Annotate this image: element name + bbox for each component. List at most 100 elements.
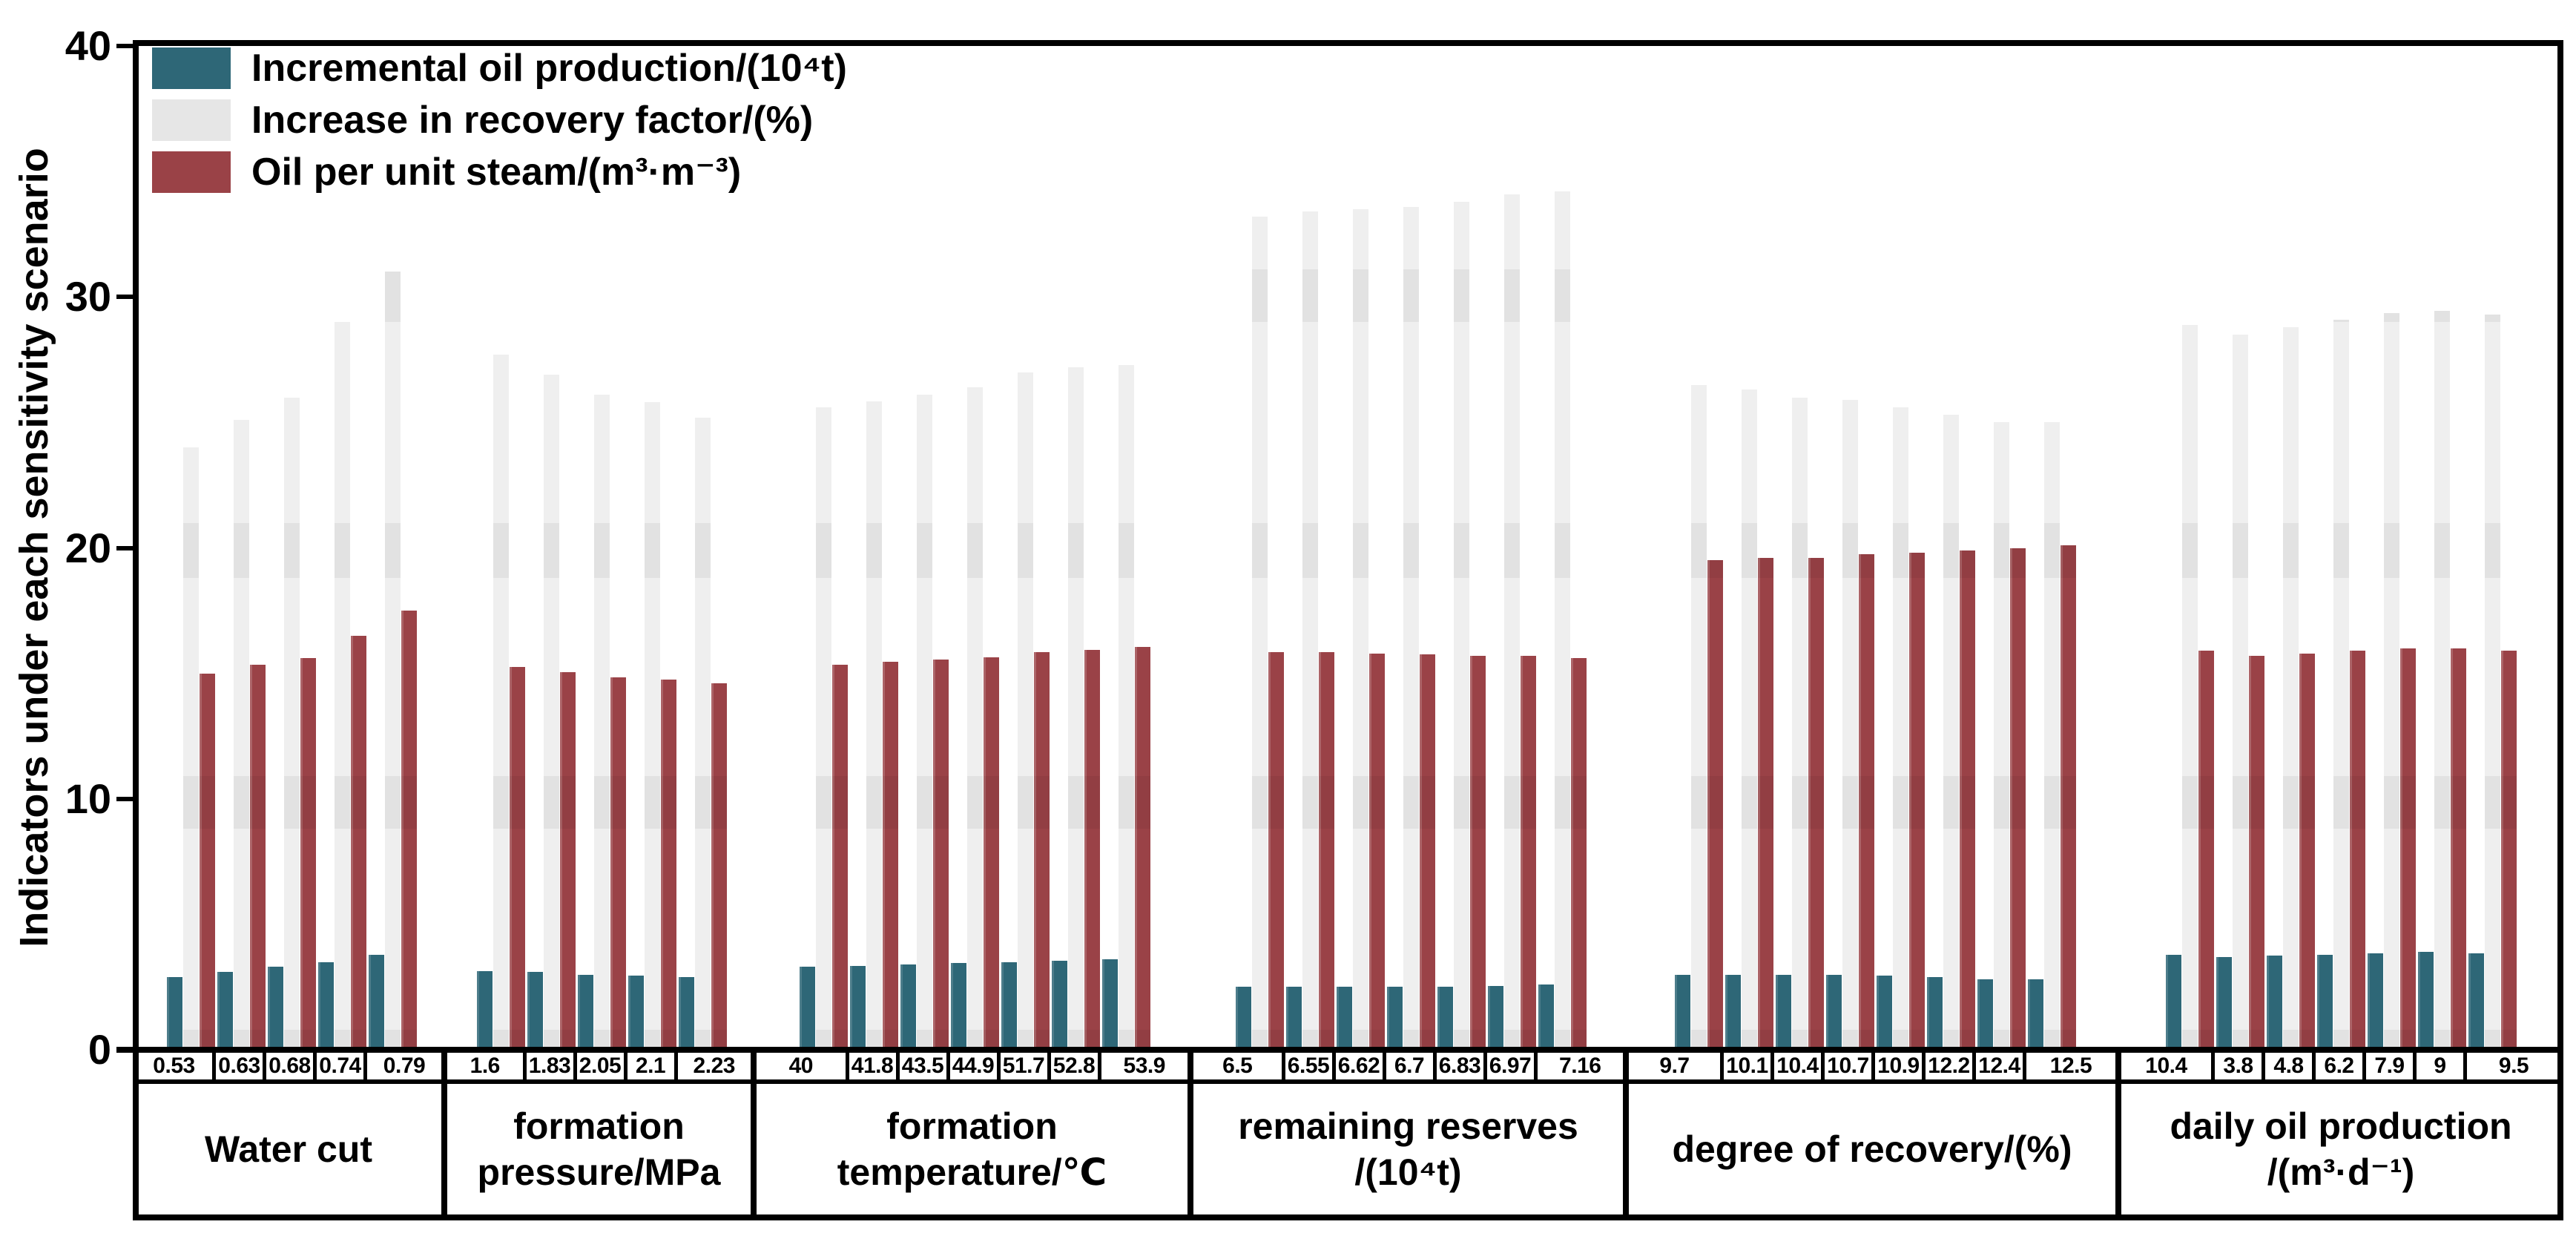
bar-oil-per-unit-steam <box>1084 649 1100 1050</box>
bar-oil-per-unit-steam <box>1521 655 1536 1050</box>
bar-oil-per-unit-steam <box>933 660 949 1050</box>
scenario-cluster <box>317 322 366 1050</box>
bar-incremental-oil-production <box>2316 954 2333 1050</box>
bar-oil-per-unit-steam <box>1420 654 1435 1050</box>
x-value-cell: 4.8 <box>2265 1053 2316 1079</box>
bar-incremental-oil-production <box>578 974 593 1050</box>
bar-oil-per-unit-steam <box>610 677 626 1050</box>
group-label-line: Water cut <box>205 1128 372 1170</box>
bar-incremental-oil-production <box>2266 956 2282 1050</box>
bar-incremental-oil-production <box>900 964 916 1050</box>
bar-increase-in-recovery-factor <box>645 402 660 1050</box>
bar-group-1 <box>447 355 757 1050</box>
bar-increase-in-recovery-factor <box>1943 415 1959 1050</box>
legend-item-recovery-factor: Increase in recovery factor/(%) <box>152 99 847 142</box>
bar-oil-per-unit-steam <box>832 664 848 1050</box>
bar-incremental-oil-production <box>2367 953 2383 1050</box>
bar-oil-per-unit-steam <box>711 683 727 1050</box>
legend-label: Increase in recovery factor/(%) <box>251 99 814 142</box>
group-label-line: /(10⁴t) <box>1354 1151 1462 1193</box>
bar-increase-in-recovery-factor <box>1454 201 1469 1050</box>
bar-increase-in-recovery-factor <box>334 322 350 1050</box>
bar-incremental-oil-production <box>2027 979 2043 1050</box>
bar-oil-per-unit-steam <box>883 662 898 1050</box>
y-axis-line <box>133 40 139 1220</box>
scenario-cluster <box>267 397 316 1050</box>
scenario-cluster <box>1825 399 1874 1050</box>
scenario-cluster <box>800 407 848 1050</box>
bar-oil-per-unit-steam <box>1034 651 1050 1050</box>
bar-incremental-oil-production <box>1674 974 1690 1050</box>
scenario-cluster <box>1052 367 1100 1050</box>
bar-increase-in-recovery-factor <box>594 395 610 1050</box>
x-value-cell: 12.5 <box>2026 1053 2121 1079</box>
x-value-cell: 3.8 <box>2215 1053 2265 1079</box>
bar-incremental-oil-production <box>951 963 966 1050</box>
x-value-cell: 6.83 <box>1437 1053 1487 1079</box>
bar-increase-in-recovery-factor <box>182 447 199 1050</box>
bar-oil-per-unit-steam <box>1369 653 1385 1050</box>
scenario-cluster <box>166 447 215 1050</box>
bar-oil-per-unit-steam <box>984 657 999 1050</box>
scenario-cluster <box>628 402 676 1050</box>
bar-incremental-oil-production <box>477 970 493 1050</box>
bar-oil-per-unit-steam <box>2450 648 2466 1050</box>
bar-increase-in-recovery-factor <box>384 272 401 1050</box>
bar-incremental-oil-production <box>368 954 384 1050</box>
plot-area <box>136 40 2560 1050</box>
bar-increase-in-recovery-factor <box>2333 319 2349 1050</box>
bar-increase-in-recovery-factor <box>1353 208 1368 1050</box>
bar-oil-per-unit-steam <box>1571 658 1587 1050</box>
bar-increase-in-recovery-factor <box>866 401 882 1050</box>
x-value-cell: 2.05 <box>577 1053 627 1079</box>
bar-incremental-oil-production <box>1876 976 1892 1050</box>
group-label-line: temperature/℃ <box>837 1151 1107 1193</box>
scenario-cluster <box>1437 201 1486 1050</box>
bar-oil-per-unit-steam <box>300 658 316 1050</box>
scenario-cluster <box>477 355 525 1050</box>
bar-incremental-oil-production <box>1825 974 1842 1050</box>
bar-increase-in-recovery-factor <box>1504 194 1520 1050</box>
bar-oil-per-unit-steam <box>2198 651 2214 1050</box>
bar-increase-in-recovery-factor <box>816 407 831 1050</box>
x-value-cell: 6.55 <box>1285 1053 1336 1079</box>
bar-group-5 <box>2121 310 2560 1050</box>
group-label-line: remaining reserves <box>1238 1105 1578 1147</box>
scenario-cluster <box>1977 422 2026 1050</box>
group-label-cell: remaining reserves/(10⁴t) <box>1193 1084 1629 1214</box>
bar-incremental-oil-production <box>628 976 644 1050</box>
bar-increase-in-recovery-factor <box>2181 324 2198 1050</box>
scenario-cluster <box>1387 206 1435 1050</box>
group-label-cell: Water cut <box>136 1084 447 1214</box>
bar-oil-per-unit-steam <box>1959 550 1975 1050</box>
scenario-cluster <box>1725 389 1773 1050</box>
scenario-cluster <box>1236 217 1284 1050</box>
y-tick-mark <box>116 797 136 801</box>
x-value-cell: 6.97 <box>1487 1053 1538 1079</box>
bar-incremental-oil-production <box>2468 953 2484 1050</box>
bar-incremental-oil-production <box>317 961 334 1050</box>
bar-oil-per-unit-steam <box>1908 553 1925 1050</box>
legend-label: Oil per unit steam/(m³·m⁻³) <box>251 151 742 194</box>
bar-incremental-oil-production <box>2165 954 2181 1050</box>
group-label-line: formation <box>886 1105 1058 1147</box>
bar-increase-in-recovery-factor <box>1690 384 1707 1050</box>
scenario-cluster <box>368 272 417 1050</box>
bar-oil-per-unit-steam <box>2299 653 2315 1050</box>
bar-incremental-oil-production <box>1387 987 1403 1050</box>
y-tick-label-30: 30 <box>65 273 111 320</box>
x-value-cell: 10.1 <box>1724 1053 1774 1079</box>
x-value-cell: 6.5 <box>1193 1053 1285 1079</box>
bar-increase-in-recovery-factor <box>1993 422 2009 1050</box>
y-tick-label-0: 0 <box>88 1026 111 1073</box>
bar-increase-in-recovery-factor <box>283 397 300 1050</box>
bar-increase-in-recovery-factor <box>233 420 249 1050</box>
scenario-cluster <box>850 401 898 1050</box>
bar-oil-per-unit-steam <box>1135 647 1150 1050</box>
bar-incremental-oil-production <box>217 972 233 1050</box>
x-value-cell: 9 <box>2417 1053 2467 1079</box>
legend-label: Incremental oil production/(10⁴t) <box>251 47 847 90</box>
bar-increase-in-recovery-factor <box>2043 422 2060 1050</box>
bar-oil-per-unit-steam <box>560 671 576 1050</box>
x-category-value-row: 0.53 0.63 0.68 0.74 0.79 1.6 1.83 2.05 2.1 2.23 40… <box>136 1053 2560 1084</box>
